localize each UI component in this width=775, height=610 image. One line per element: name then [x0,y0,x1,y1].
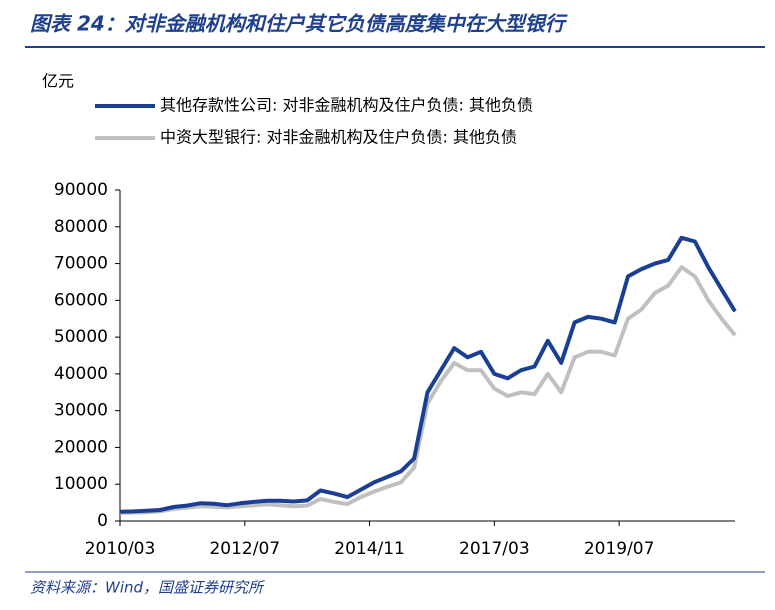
chart-title: 图表 24：对非金融机构和住户其它负债高度集中在大型银行 [30,12,568,36]
y-tick-label: 0 [97,511,108,531]
series-line [119,265,737,515]
x-tick-label: 2014/11 [334,539,405,559]
x-tick-label: 2012/07 [209,539,280,559]
y-tick-label: 20000 [54,437,108,457]
y-tick-label: 40000 [54,364,108,384]
y-tick-label: 70000 [54,254,108,274]
x-tick-label: 2019/07 [584,539,655,559]
y-tick-label: 80000 [54,217,108,237]
y-tick-label: 10000 [54,474,108,494]
y-tick-label: 60000 [54,290,108,310]
y-tick-label: 90000 [54,180,108,200]
legend-label: 其他存款性公司: 对非金融机构及住户负债: 其他负债 [160,96,533,115]
y-tick-label: 50000 [54,327,108,347]
legend-label: 中资大型银行: 对非金融机构及住户负债: 其他负债 [160,128,517,147]
series-line [119,235,737,514]
y-tick-label: 30000 [54,401,108,421]
x-tick-label: 2017/03 [459,539,530,559]
x-tick-label: 2010/03 [85,539,156,559]
y-unit: 亿元 [42,72,74,91]
source: 资料来源：Wind，国盛证券研究所 [30,579,265,597]
